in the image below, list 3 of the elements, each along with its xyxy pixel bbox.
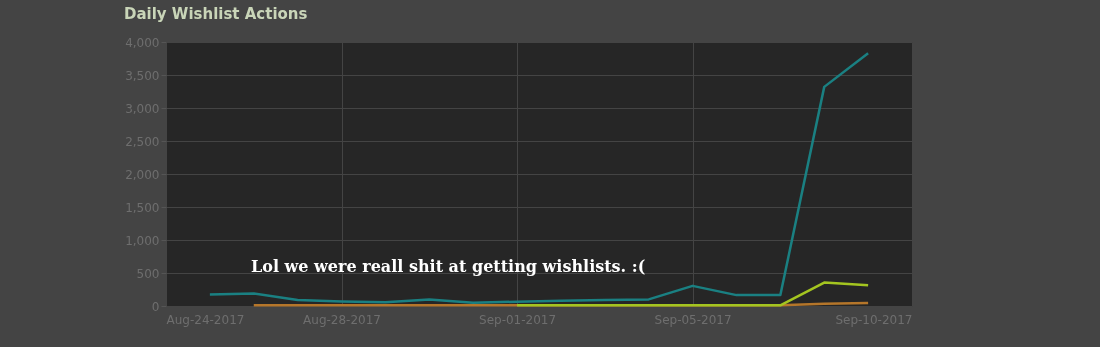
annotation: Lol we were reall shit at getting wishlists. :( xyxy=(251,257,646,276)
line-series xyxy=(208,51,870,304)
chart-title: Daily Wishlist Actions xyxy=(124,5,308,23)
